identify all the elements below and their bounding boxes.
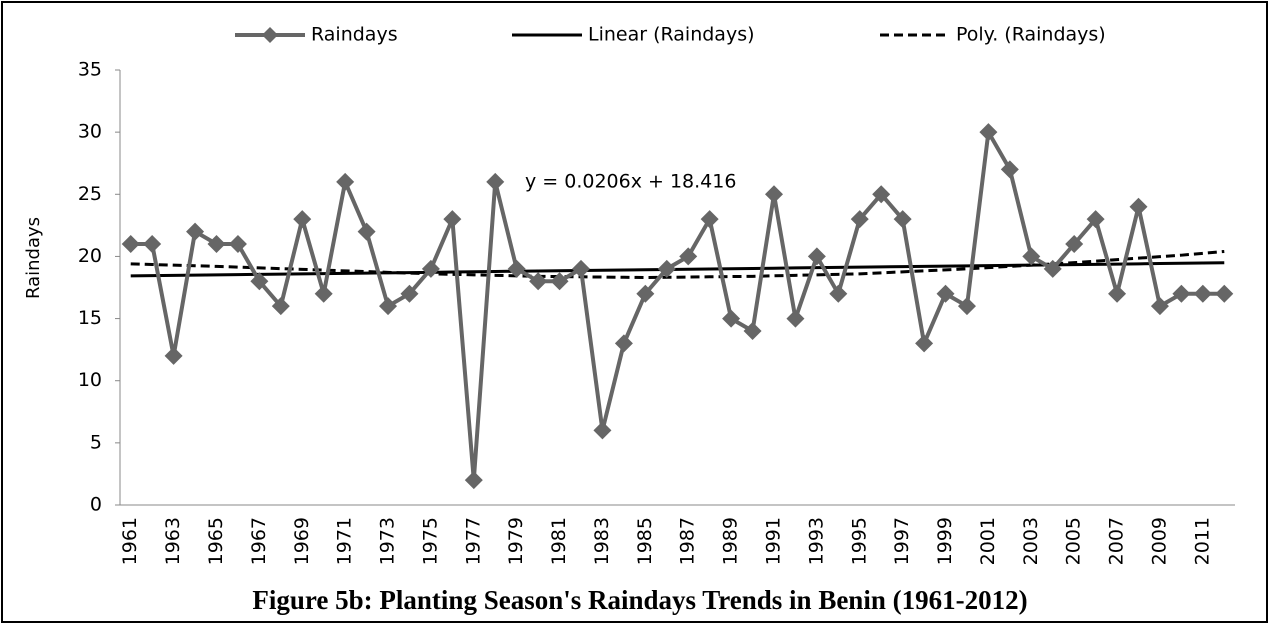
x-tick-label: 1975 — [419, 517, 441, 565]
y-tick-label: 15 — [78, 307, 102, 329]
data-point — [1150, 297, 1169, 316]
data-point — [207, 235, 226, 253]
x-tick-label: 1993 — [805, 517, 827, 565]
data-point — [357, 222, 376, 241]
data-point — [486, 172, 505, 191]
x-tick-label: 1983 — [591, 517, 613, 565]
data-point — [1043, 259, 1062, 278]
x-tick-label: 2009 — [1148, 517, 1170, 565]
data-point — [636, 284, 655, 303]
data-point — [1215, 284, 1234, 303]
y-tick-label: 25 — [78, 183, 102, 205]
data-point — [743, 322, 762, 340]
x-tick-label: 2003 — [1020, 517, 1042, 565]
data-point — [250, 272, 269, 291]
data-point — [121, 235, 140, 253]
y-tick-label: 30 — [78, 121, 102, 143]
data-point — [979, 123, 998, 142]
x-tick-label: 1977 — [462, 517, 484, 565]
data-point — [186, 222, 205, 241]
data-point — [507, 259, 526, 278]
x-tick-label: 1979 — [505, 517, 527, 565]
data-point — [764, 185, 783, 204]
data-point — [529, 272, 548, 291]
data-point — [550, 272, 569, 291]
x-tick-label: 1981 — [548, 517, 570, 565]
x-tick-label: 1991 — [762, 517, 784, 565]
data-point — [228, 235, 247, 253]
data-point — [1193, 284, 1212, 303]
legend-label: Linear (Raindays) — [588, 24, 755, 46]
data-point — [464, 471, 483, 490]
x-tick-label: 1999 — [934, 517, 956, 565]
x-tick-label: 2007 — [1106, 517, 1128, 565]
data-point — [657, 259, 676, 278]
x-tick-label: 1995 — [848, 517, 870, 565]
series-line — [130, 125, 1225, 481]
data-point — [614, 334, 633, 353]
data-point — [679, 247, 698, 266]
annotation: y = 0.0206x + 18.416 — [525, 171, 736, 193]
y-tick-label: 35 — [78, 59, 102, 81]
x-tick-label: 1963 — [162, 517, 184, 565]
data-point — [143, 235, 162, 253]
x-tick-label: 1965 — [205, 517, 227, 565]
data-point — [1129, 197, 1148, 216]
data-point — [443, 210, 462, 229]
data-point — [400, 284, 419, 303]
data-point — [786, 309, 805, 328]
data-point — [293, 210, 312, 229]
data-point — [893, 210, 912, 229]
data-point — [936, 284, 955, 303]
data-point — [336, 172, 355, 191]
y-tick-label: 20 — [78, 245, 102, 267]
x-tick-label: 1987 — [677, 517, 699, 565]
chart-title: Figure 5b: Planting Season's Raindays Tr… — [252, 585, 1027, 615]
data-point — [1065, 235, 1084, 253]
x-tick-label: 2011 — [1191, 517, 1213, 565]
x-tick-label: 1997 — [891, 517, 913, 565]
data-point — [271, 297, 290, 316]
legend-label: Raindays — [311, 24, 398, 46]
legend-label: Poly. (Raindays) — [956, 24, 1106, 46]
x-tick-label: 2001 — [977, 517, 999, 565]
x-tick-label: 1969 — [291, 517, 313, 565]
x-tick-label: 1967 — [248, 517, 270, 565]
x-tick-label: 1985 — [634, 517, 656, 565]
y-axis-label: Raindays — [23, 217, 44, 299]
data-point — [850, 210, 869, 229]
data-point — [1108, 284, 1127, 303]
data-point — [421, 259, 440, 278]
legend-marker — [262, 27, 278, 43]
x-tick-label: 2005 — [1063, 517, 1085, 565]
data-point — [1000, 160, 1019, 179]
data-point — [379, 297, 398, 316]
data-point — [700, 210, 719, 229]
data-point — [957, 297, 976, 316]
data-point — [722, 309, 741, 328]
data-point — [915, 334, 934, 353]
data-point — [572, 259, 591, 278]
data-point — [1086, 210, 1105, 229]
data-point — [593, 421, 612, 440]
x-tick-label: 1971 — [334, 517, 356, 565]
data-point — [314, 284, 333, 303]
x-tick-label: 1973 — [377, 517, 399, 565]
y-tick-label: 5 — [90, 431, 102, 453]
data-point — [164, 346, 183, 365]
data-point — [1022, 247, 1041, 266]
y-tick-label: 10 — [78, 369, 102, 391]
x-tick-label: 1961 — [119, 517, 141, 565]
data-point — [807, 247, 826, 266]
data-point — [1172, 284, 1191, 303]
y-tick-label: 0 — [90, 494, 102, 516]
x-tick-label: 1989 — [720, 517, 742, 565]
data-point — [829, 284, 848, 303]
data-point — [872, 185, 891, 204]
